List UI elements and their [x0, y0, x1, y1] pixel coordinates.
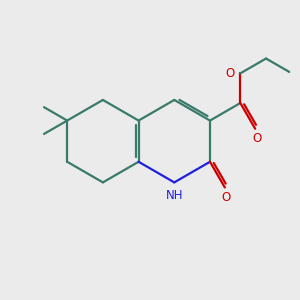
Text: NH: NH — [166, 189, 183, 202]
Text: O: O — [252, 132, 261, 145]
Text: O: O — [226, 67, 235, 80]
Text: O: O — [222, 191, 231, 204]
